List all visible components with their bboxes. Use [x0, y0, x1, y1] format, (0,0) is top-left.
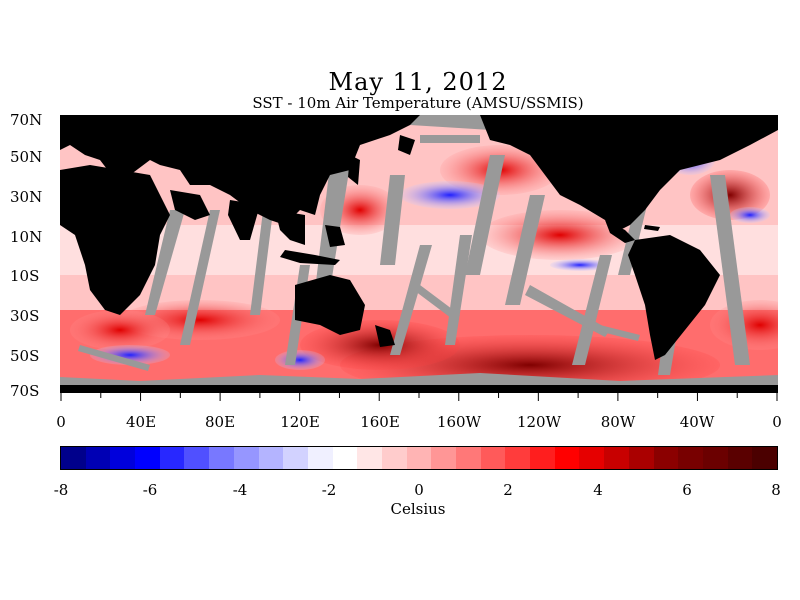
- colorbar-tick-neg2: -2: [321, 481, 337, 499]
- colorbar-swatch: [307, 447, 333, 469]
- lat-label-30n: 30N: [10, 188, 43, 206]
- colorbar-swatch: [628, 447, 654, 469]
- colorbar-swatch: [233, 447, 259, 469]
- colorbar-swatch: [505, 447, 531, 469]
- colorbar-swatch: [554, 447, 580, 469]
- colorbar-swatch: [332, 447, 358, 469]
- colorbar-tick-neg4: -4: [232, 481, 248, 499]
- colorbar-swatch: [85, 447, 111, 469]
- colorbar-tick-8: 8: [771, 481, 781, 499]
- lon-label-40w: 40W: [679, 413, 715, 431]
- colorbar-swatch: [456, 447, 481, 469]
- colorbar-tick-6: 6: [682, 481, 692, 499]
- colorbar-swatch: [678, 447, 703, 469]
- colorbar-swatch: [381, 447, 407, 469]
- map-subtitle: SST - 10m Air Temperature (AMSU/SSMIS): [252, 94, 584, 112]
- lat-label-70n: 70N: [10, 111, 43, 129]
- colorbar-swatch: [480, 447, 506, 469]
- colorbar-swatch: [530, 447, 555, 469]
- colorbar-swatch: [579, 447, 605, 469]
- colorbar-swatch: [357, 447, 382, 469]
- lon-label-40e: 40E: [125, 413, 157, 431]
- colorbar-tick-neg6: -6: [142, 481, 158, 499]
- colorbar-swatch: [135, 447, 160, 469]
- lon-label-120w: 120W: [516, 413, 562, 431]
- lon-label-0-end: 0: [772, 413, 782, 431]
- colorbar-swatch: [258, 447, 284, 469]
- lon-label-160e: 160E: [360, 413, 400, 431]
- lat-label-10n: 10N: [10, 228, 43, 246]
- colorbar-units: Celsius: [390, 500, 446, 518]
- lat-label-10s: 10S: [10, 267, 40, 285]
- lat-label-70s: 70S: [10, 382, 40, 400]
- colorbar-swatch: [184, 447, 210, 469]
- lon-ticks: [60, 393, 778, 401]
- colorbar-swatch: [283, 447, 308, 469]
- lat-label-30s: 30S: [10, 307, 40, 325]
- lon-label-80w: 80W: [600, 413, 636, 431]
- colorbar-swatch: [604, 447, 629, 469]
- colorbar-tick-2: 2: [503, 481, 513, 499]
- colorbar-swatch: [159, 447, 185, 469]
- colorbar-swatch: [752, 447, 777, 469]
- colorbar-swatch: [110, 447, 136, 469]
- colorbar-swatch: [653, 447, 679, 469]
- lon-label-80e: 80E: [204, 413, 236, 431]
- colorbar-swatch: [406, 447, 432, 469]
- colorbar: [60, 446, 778, 470]
- colorbar-tick-neg8: -8: [53, 481, 69, 499]
- sst-map: [60, 115, 778, 393]
- colorbar-swatch: [431, 447, 456, 469]
- colorbar-swatch: [727, 447, 753, 469]
- colorbar-swatch: [702, 447, 728, 469]
- colorbar-tick-0: 0: [414, 481, 424, 499]
- lat-label-50n: 50N: [10, 148, 43, 166]
- lat-label-50s: 50S: [10, 347, 40, 365]
- lon-label-0: 0: [56, 413, 66, 431]
- colorbar-swatch: [209, 447, 234, 469]
- colorbar-swatch: [61, 447, 86, 469]
- map-title: May 11, 2012: [328, 68, 508, 96]
- lon-label-120e: 120E: [280, 413, 320, 431]
- colorbar-tick-4: 4: [593, 481, 603, 499]
- lon-label-160w: 160W: [436, 413, 482, 431]
